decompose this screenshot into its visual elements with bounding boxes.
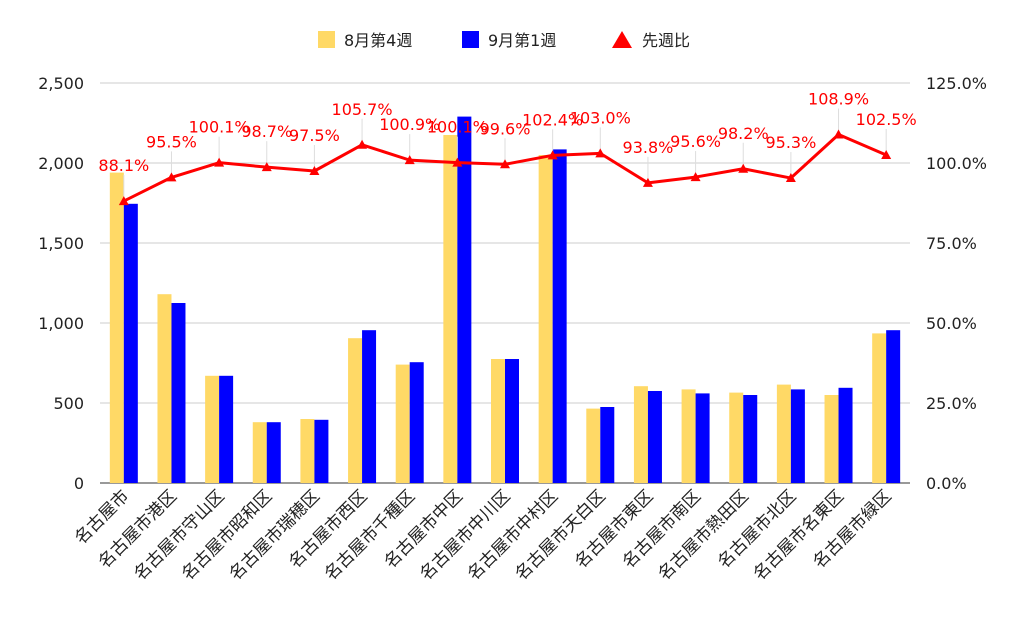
category-labels: 名古屋市名古屋市港区名古屋市守山区名古屋市昭和区名古屋市瑞穂区名古屋市西区名古屋… — [71, 486, 896, 584]
ratio-point — [595, 148, 606, 158]
bar-sep — [552, 149, 567, 483]
bar-aug — [157, 294, 172, 483]
bar-aug — [252, 422, 267, 483]
right-tick-label: 125.0% — [926, 74, 987, 93]
bar-aug — [348, 338, 363, 483]
bar-sep — [886, 330, 901, 483]
ratio-data-label: 100.1% — [427, 118, 488, 137]
left-tick-label: 0 — [74, 474, 84, 493]
bar-aug — [443, 135, 458, 483]
ratio-point — [642, 177, 653, 187]
right-tick-label: 100.0% — [926, 154, 987, 173]
right-axis-ticks: 0.0% 25.0% 50.0% 75.0% 100.0% 125.0% — [926, 74, 987, 493]
ratio-point — [785, 173, 796, 183]
bar-sep — [505, 359, 519, 483]
ratio-point — [738, 163, 749, 173]
ratio-data-label: 99.6% — [480, 119, 531, 138]
ratio-data-label: 100.9% — [379, 115, 440, 134]
ratio-data-label: 102.4% — [522, 110, 583, 129]
ratio-data-label: 95.5% — [146, 132, 197, 151]
ratio-point — [118, 196, 129, 206]
ratio-point — [166, 172, 177, 182]
bar-sep — [219, 375, 234, 483]
bar-aug — [633, 386, 648, 483]
right-tick-label: 25.0% — [926, 394, 977, 413]
bar-sep — [171, 303, 186, 483]
bar-aug — [538, 155, 553, 483]
legend-triangle-icon — [612, 31, 632, 48]
ratio-data-label: 95.6% — [670, 132, 721, 151]
bar-aug — [395, 364, 410, 483]
ratio-point — [452, 157, 463, 167]
bar-aug — [872, 333, 887, 483]
left-tick-label: 1,000 — [38, 314, 84, 333]
bar-series — [109, 116, 901, 484]
ratio-point — [309, 166, 320, 175]
bar-sep — [314, 419, 329, 483]
ratio-data-label: 100.1% — [189, 118, 250, 137]
ratio-point — [261, 162, 272, 172]
bar-aug — [586, 408, 601, 483]
bar-aug — [776, 384, 791, 483]
ratio-data-label: 105.7% — [332, 100, 393, 119]
legend-label-sep: 9月第1週 — [488, 31, 556, 50]
ratio-point — [690, 172, 701, 182]
bar-aug — [109, 172, 124, 483]
bar-sep — [266, 422, 281, 483]
line-series: 88.1%95.5%100.1%98.7%97.5%105.7%100.9%10… — [98, 90, 917, 206]
bar-sep — [790, 389, 805, 483]
ratio-point — [214, 157, 225, 167]
bar-sep — [123, 203, 138, 484]
ratio-point — [547, 150, 558, 160]
bar-aug — [205, 375, 220, 483]
legend: 8月第4週 9月第1週 先週比 — [318, 31, 690, 50]
ratio-point — [357, 139, 368, 149]
bar-aug — [681, 389, 696, 483]
bar-sep — [743, 395, 758, 483]
bar-sep — [647, 391, 662, 483]
bar-aug — [300, 419, 315, 483]
left-axis-ticks: 0 500 1,000 1,500 2,000 2,500 — [38, 74, 84, 493]
bar-sep — [409, 362, 424, 483]
ratio-data-label: 95.3% — [765, 133, 816, 152]
bar-aug — [491, 359, 505, 483]
bar-sep — [600, 407, 615, 483]
ratio-point — [833, 129, 844, 139]
bar-sep — [838, 387, 853, 483]
ratio-point — [404, 155, 415, 165]
legend-label-ratio: 先週比 — [642, 31, 690, 50]
right-tick-label: 0.0% — [926, 474, 967, 493]
ratio-data-label: 97.5% — [289, 126, 340, 145]
ratio-data-label: 103.0% — [570, 108, 631, 127]
ratio-data-label: 98.7% — [241, 122, 292, 141]
legend-swatch-aug — [318, 31, 335, 48]
left-tick-label: 1,500 — [38, 234, 84, 253]
right-tick-label: 50.0% — [926, 314, 977, 333]
ratio-data-label: 88.1% — [98, 156, 149, 175]
legend-label-aug: 8月第4週 — [344, 31, 412, 50]
ratio-point — [500, 159, 510, 169]
bar-aug — [824, 395, 839, 483]
left-tick-label: 2,500 — [38, 74, 84, 93]
bar-aug — [729, 392, 744, 483]
ratio-data-label: 102.5% — [856, 110, 917, 129]
ratio-data-label: 98.2% — [718, 124, 769, 143]
ratio-point — [881, 150, 892, 159]
legend-swatch-sep — [462, 31, 479, 48]
right-tick-label: 75.0% — [926, 234, 977, 253]
left-tick-label: 2,000 — [38, 154, 84, 173]
ratio-data-label: 108.9% — [808, 90, 869, 109]
bar-sep — [695, 393, 710, 483]
ratio-data-label: 93.8% — [623, 138, 674, 157]
bar-sep — [457, 116, 472, 483]
left-tick-label: 500 — [53, 394, 84, 413]
bar-sep — [362, 330, 377, 483]
